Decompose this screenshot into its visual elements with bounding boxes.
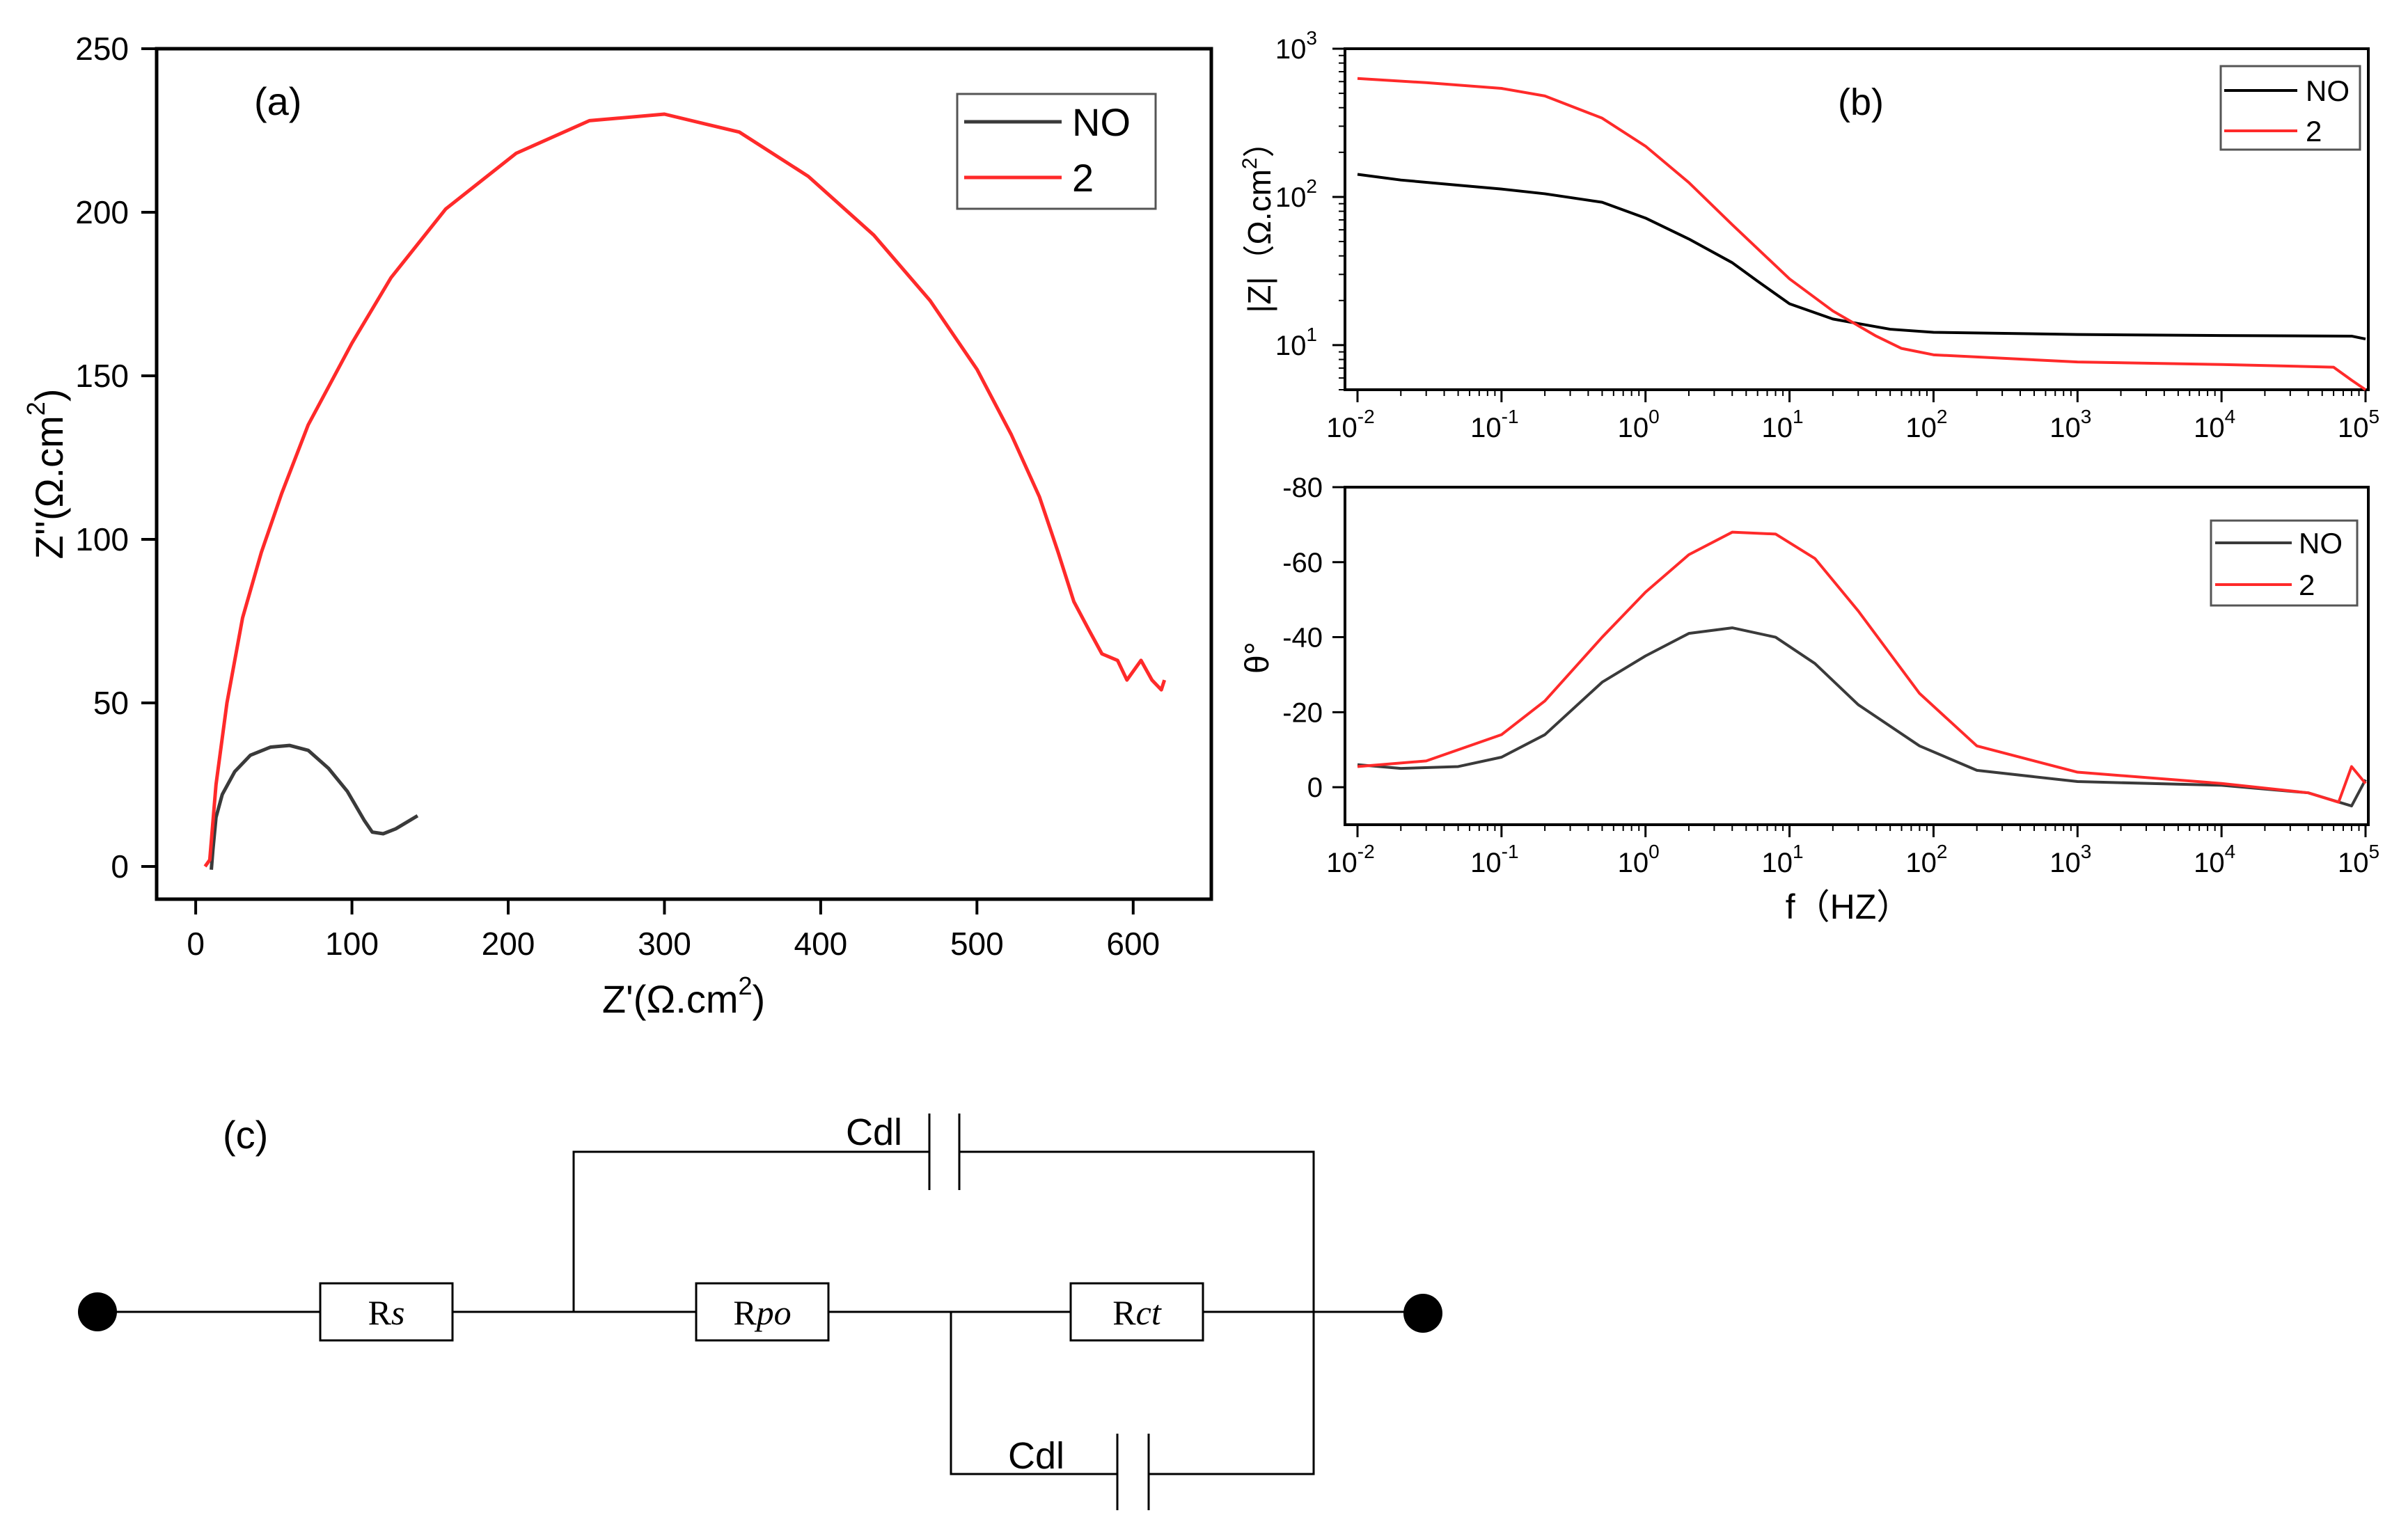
panel-b-top-y-axis-label: |Z|（Ω.cm2）	[1238, 125, 1277, 312]
panel-b-bottom-y-tick-label: -60	[1282, 548, 1323, 578]
panel-b-top-x-tick-label: 10-1	[1470, 406, 1518, 443]
panel-b-top-legend-box	[2219, 65, 2361, 151]
panel-a-series-2-line	[203, 112, 1167, 868]
panel-a-y-tick-label: 100	[75, 521, 129, 557]
panel-b-top-x-tick-label: 10-2	[1326, 406, 1374, 443]
panel-b-top-y-tick-label: 103	[1275, 27, 1317, 65]
panel-a-y-tick-label: 50	[93, 685, 129, 721]
panel-a-series-no-line	[210, 743, 419, 870]
panel-a-x-tick-label: 500	[950, 926, 1004, 962]
panel-b-bottom-series	[1357, 530, 2367, 808]
panel-a-x-tick-label: 100	[325, 926, 379, 962]
resistor-rs-label: Rs	[368, 1293, 405, 1332]
panel-b-bottom-x-tick-label: 103	[2049, 841, 2091, 878]
panel-a-x-tick-label: 0	[187, 926, 205, 962]
panel-a-y-tick-label: 150	[75, 358, 129, 394]
panel-b-bottom-y-tick-label: -40	[1282, 623, 1323, 653]
panel-b-top-series	[1357, 77, 2367, 391]
panel-b-label: (b)	[1838, 81, 1884, 123]
panel-b-bottom-x-ticks: 10-2 10-1 100 101 102 103 104 105	[1326, 825, 2379, 878]
resistor-rpo-label: Rpo	[733, 1293, 791, 1332]
wire-bottom-branch-left	[950, 1312, 1117, 1475]
panel-a-legend-label-2: 2	[1072, 156, 1094, 200]
panel-b-bottom-x-tick-label: 10-1	[1470, 841, 1518, 878]
panel-b-top-x-tick-label: 105	[2338, 406, 2379, 443]
panel-b-bottom-legend-box	[2210, 519, 2359, 607]
panel-a-x-tick-label: 300	[638, 926, 691, 962]
capacitor-top-label: Cdl	[846, 1111, 902, 1153]
panel-b-bottom-x-tick-label: 104	[2194, 841, 2235, 878]
panel-b-top-x-tick-label: 103	[2049, 406, 2091, 443]
panel-c-label: (c)	[223, 1113, 268, 1157]
panel-a-y-tick-label: 200	[75, 194, 129, 230]
terminal-right	[1403, 1294, 1442, 1333]
panel-b-top: 10-2 10-1 100 101 102 103 104 105 101 102 103 (b)…	[1238, 27, 2379, 443]
panel-a-x-tick-label: 600	[1106, 926, 1160, 962]
panel-b-top-x-tick-label: 102	[1905, 406, 1947, 443]
panel-b-top-legend-label-no: NO	[2306, 74, 2350, 107]
resistor-rpo	[695, 1282, 830, 1342]
panel-b-bottom-legend-label-2: 2	[2299, 569, 2315, 601]
panel-a-series	[203, 112, 1167, 870]
panel-b-top-legend: NO 2	[2219, 65, 2361, 151]
capacitor-bottom-label: Cdl	[1008, 1435, 1064, 1477]
panel-b-bottom-x-tick-label: 100	[1618, 841, 1660, 878]
panel-b-top-y-ticks: 101 102 103	[1275, 27, 1345, 390]
panel-b-bottom-legend: NO 2	[2210, 519, 2359, 607]
resistor-rs	[319, 1282, 454, 1342]
panel-b-top-x-ticks: 10-2 10-1 100 101 102 103 104 105	[1326, 390, 2379, 443]
panel-b-bottom-legend-label-no: NO	[2299, 527, 2343, 560]
panel-b-top-series-2-line	[1357, 77, 2367, 391]
panel-b-top-x-tick-label: 100	[1618, 406, 1660, 443]
panel-b-bottom-y-axis-label: θ°	[1239, 642, 1276, 674]
panel-b-top-y-tick-label: 101	[1275, 324, 1317, 361]
panel-a-x-axis-label: Z'(Ω.cm2)	[602, 972, 765, 1021]
panel-b-bottom-x-tick-label: 101	[1762, 841, 1804, 878]
panel-b-top-x-tick-label: 101	[1762, 406, 1804, 443]
panel-b-bottom-frame	[1344, 486, 2370, 826]
resistor-rct	[1069, 1282, 1204, 1342]
resistor-rct-label: Rct	[1112, 1293, 1162, 1332]
panel-b-top-legend-label-2: 2	[2306, 115, 2322, 148]
panel-a-legend: NO 2	[956, 93, 1157, 210]
panel-b-top-y-tick-label: 102	[1275, 175, 1317, 213]
panel-a-y-tick-label: 0	[111, 848, 129, 885]
panel-b-bottom-series-no-line	[1357, 626, 2367, 808]
panel-b-bottom-y-tick-label: -20	[1282, 697, 1323, 728]
panel-a-y-axis-label: Z''(Ω.cm2)	[22, 389, 71, 560]
panel-b-bottom-x-tick-label: 102	[1905, 841, 1947, 878]
panel-a-legend-box	[956, 93, 1157, 210]
panel-b-bottom-y-ticks: -80 -60 -40 -20 0	[1282, 473, 1345, 803]
panel-b-bottom: 10-2 10-1 100 101 102 103 104 105 -80 -60 -40 -20 0…	[1239, 473, 2379, 926]
panel-c-circuit: (c) Cdl Cdl Rs Rpo Rct	[78, 1111, 1442, 1510]
panel-b-top-series-no-line	[1357, 173, 2366, 341]
panel-a-x-tick-label: 200	[482, 926, 535, 962]
panel-a-frame	[155, 47, 1213, 901]
panel-b-bottom-x-axis-label: f（HZ）	[1786, 887, 1912, 926]
panel-a-x-ticks: 0 100 200 300 400 500 600	[187, 899, 1160, 962]
panel-a-label: (a)	[254, 79, 301, 123]
panel-b-bottom-y-tick-label: -80	[1282, 473, 1323, 503]
wire-top-branch-left	[572, 1150, 929, 1312]
panel-b-bottom-x-tick-label: 10-2	[1326, 841, 1374, 878]
panel-b-bottom-x-tick-label: 105	[2338, 841, 2379, 878]
panel-a-legend-label-no: NO	[1072, 100, 1131, 144]
panel-b-bottom-y-tick-label: 0	[1307, 773, 1323, 803]
panel-b-top-x-tick-label: 104	[2194, 406, 2235, 443]
panel-a-x-tick-label: 400	[794, 926, 848, 962]
wire-top-branch-right	[959, 1150, 1315, 1475]
panel-a-y-tick-label: 250	[75, 31, 129, 67]
panel-b-bottom-series-2-line	[1357, 530, 2367, 804]
panel-a-y-ticks: 0 50 100 150 200 250	[75, 31, 157, 885]
